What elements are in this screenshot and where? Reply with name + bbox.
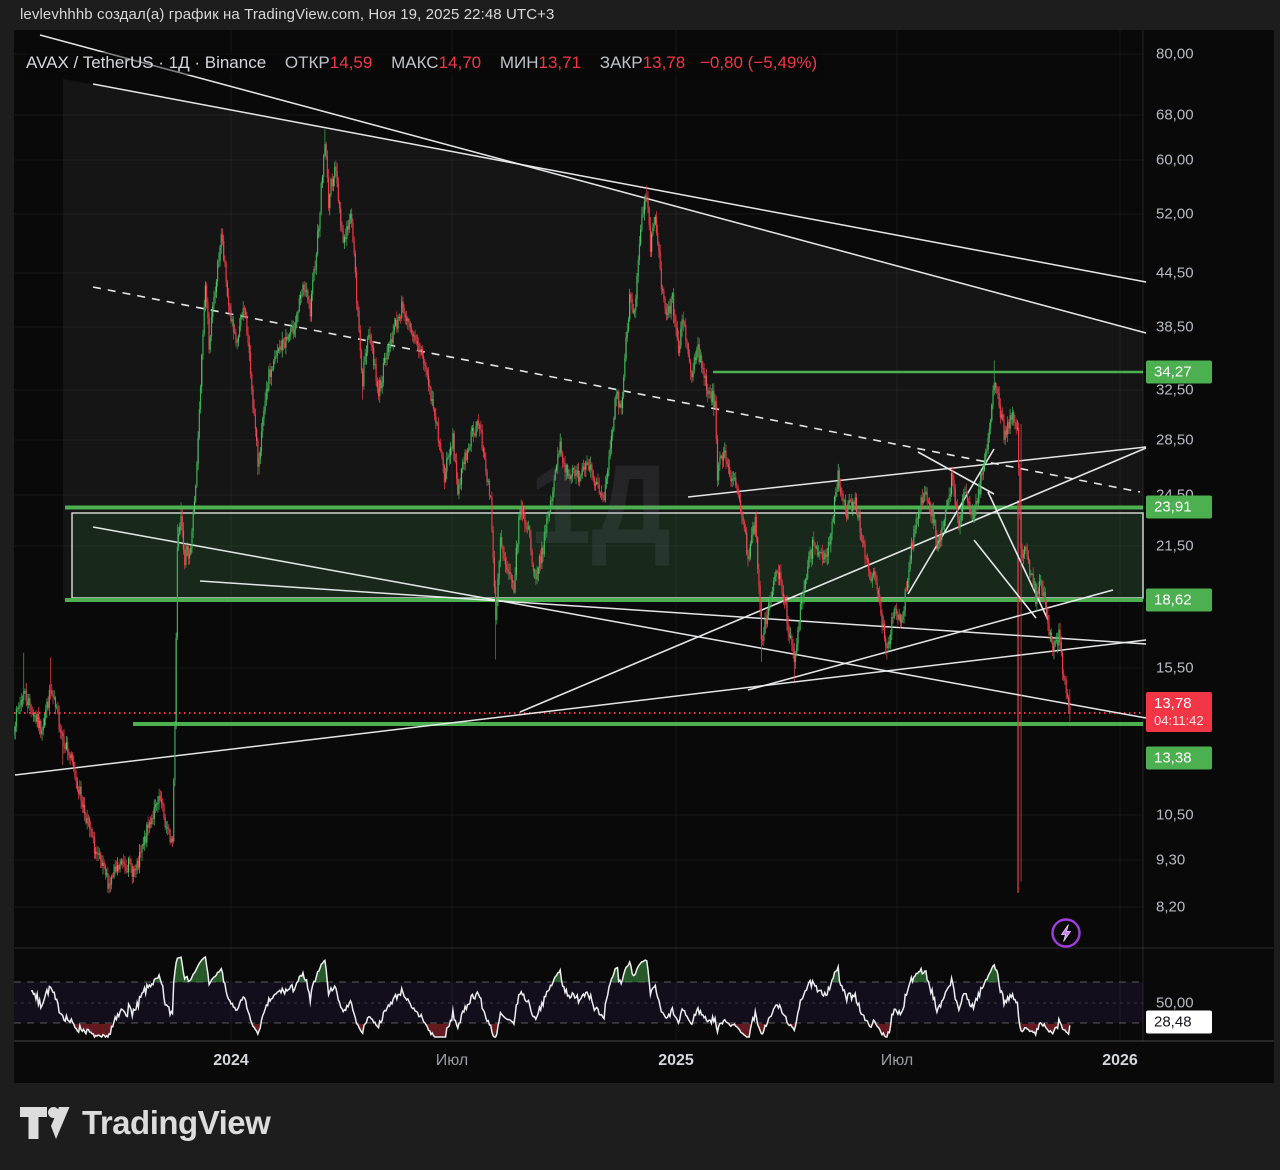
change-value: −0,80 (−5,49%) [699, 53, 818, 72]
time-axis-label: 2024 [213, 1052, 249, 1069]
attribution-text: levlevhhhb создал(а) график на TradingVi… [20, 6, 555, 23]
open-value: 14,59 [329, 53, 373, 72]
price-tick-label: 68,00 [1156, 106, 1194, 124]
high-value: 14,70 [438, 53, 482, 72]
candle-countdown: 04:11:42 [1154, 713, 1204, 728]
price-tick-label: 38,50 [1156, 318, 1194, 336]
open-label: ОТКР [284, 53, 330, 72]
price-tick-label: 15,50 [1156, 659, 1194, 677]
attribution-bar: levlevhhhb создал(а) график на TradingVi… [20, 6, 554, 26]
price-tick-label: 21,50 [1156, 537, 1194, 555]
tradingview-logo[interactable]: TradingView [20, 1104, 271, 1142]
price-tick-label: 9,30 [1156, 851, 1186, 869]
symbol-legend[interactable]: AVAX / TetherUS · 1Д · Binance ОТКР14,59… [26, 52, 824, 75]
price-tick-label: 28,50 [1156, 431, 1194, 449]
close-value: 13,78 [642, 53, 686, 72]
price-tick-label: 80,00 [1156, 45, 1194, 63]
price-tick-label: 32,50 [1156, 381, 1194, 399]
price-level-badge: 18,62 [1146, 588, 1212, 612]
price-tick-label: 52,00 [1156, 205, 1194, 223]
close-label: ЗАКР [599, 53, 643, 72]
time-axis-label: 2025 [658, 1052, 694, 1069]
high-label: МАКС [391, 53, 439, 72]
price-tick-label: 10,50 [1156, 806, 1194, 824]
low-value: 13,71 [538, 53, 582, 72]
rsi-mid-level-label: 50,00 [1156, 994, 1194, 1012]
rsi-last-value-badge: 28,48 [1146, 1010, 1212, 1034]
price-level-badge: 34,27 [1146, 360, 1212, 384]
tradingview-logo-text: TradingView [82, 1104, 271, 1141]
price-tick-label: 60,00 [1156, 151, 1194, 169]
last-price-badge: 13,78 04:11:42 [1146, 692, 1212, 732]
time-axis-label: Июл [435, 1052, 469, 1069]
symbol-title[interactable]: AVAX / TetherUS · 1Д · Binance [26, 53, 267, 72]
last-price-value: 13,78 [1154, 695, 1192, 712]
price-level-badge: 23,91 [1146, 495, 1212, 519]
price-level-badge: 13,38 [1146, 746, 1212, 770]
low-label: МИН [499, 53, 539, 72]
time-axis-label: Июл [880, 1052, 914, 1069]
interval-watermark: 1Д [528, 442, 672, 567]
price-tick-label: 8,20 [1156, 898, 1186, 916]
price-tick-label: 44,50 [1156, 264, 1194, 282]
time-axis-label: 2026 [1102, 1052, 1138, 1069]
flash-boost-icon[interactable] [1049, 916, 1083, 950]
tradingview-logo-icon [20, 1106, 70, 1139]
